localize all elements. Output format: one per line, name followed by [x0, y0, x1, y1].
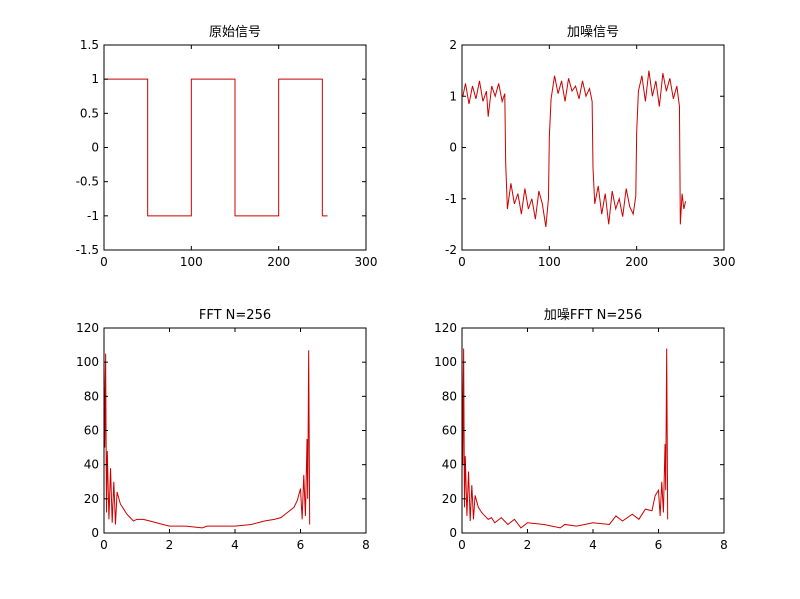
y-tick-label: -1.5: [76, 243, 99, 257]
y-tick-label: 80: [84, 389, 99, 403]
x-tick-label: 0: [458, 255, 466, 269]
x-tick-label: 8: [720, 538, 728, 552]
x-tick-label: 6: [297, 538, 305, 552]
x-tick-label: 100: [180, 255, 203, 269]
y-tick-label: 40: [84, 458, 99, 472]
y-tick-label: 0.5: [80, 106, 99, 120]
series-line: [104, 78, 328, 217]
x-tick-label: 100: [538, 255, 561, 269]
x-tick-label: 300: [713, 255, 736, 269]
y-tick-label: 60: [84, 424, 99, 438]
series-line: [462, 348, 669, 529]
series-line: [104, 350, 311, 529]
subplot-title: 加噪FFT N=256: [544, 308, 642, 323]
y-tick-label: 1: [449, 89, 457, 103]
x-tick-label: 6: [655, 538, 663, 552]
x-tick-label: 300: [355, 255, 378, 269]
x-tick-label: 4: [231, 538, 239, 552]
y-tick-label: 20: [84, 492, 99, 506]
x-tick-label: 0: [458, 538, 466, 552]
subplot-2: 加噪信号 0 100 200 300 -2 -1 0 1 2: [445, 25, 735, 269]
series-line: [462, 70, 687, 228]
y-tick-label: 20: [442, 492, 457, 506]
y-tick-label: 100: [434, 355, 457, 369]
y-tick-label: 2: [449, 38, 457, 52]
x-tick-label: 0: [100, 538, 108, 552]
y-tick-label: -2: [445, 243, 457, 257]
y-tick-label: -1: [445, 192, 457, 206]
y-tick-label: 0: [91, 141, 99, 155]
subplot-title: 原始信号: [209, 25, 261, 40]
subplot-title: FFT N=256: [199, 308, 271, 323]
subplot-title: 加噪信号: [567, 25, 619, 40]
y-tick-label: 1: [91, 72, 99, 86]
y-tick-label: 80: [442, 389, 457, 403]
x-tick-label: 2: [166, 538, 174, 552]
x-tick-label: 4: [589, 538, 597, 552]
x-tick-label: 8: [362, 538, 370, 552]
x-tick-label: 200: [625, 255, 648, 269]
y-tick-label: 0: [449, 526, 457, 540]
x-tick-label: 0: [100, 255, 108, 269]
subplot-1: 原始信号 0 100 200 300 -1.5 -1 -0.5 0 0.5 1 1.5: [76, 25, 378, 269]
x-tick-label: 200: [267, 255, 290, 269]
y-tick-label: -0.5: [76, 175, 99, 189]
y-tick-label: -1: [87, 209, 99, 223]
y-tick-label: 120: [434, 321, 457, 335]
y-tick-label: 0: [91, 526, 99, 540]
y-tick-label: 0: [449, 141, 457, 155]
y-tick-label: 40: [442, 458, 457, 472]
y-tick-label: 100: [76, 355, 99, 369]
x-tick-label: 2: [524, 538, 532, 552]
y-tick-label: 60: [442, 424, 457, 438]
y-tick-label: 1.5: [80, 38, 99, 52]
y-tick-label: 120: [76, 321, 99, 335]
